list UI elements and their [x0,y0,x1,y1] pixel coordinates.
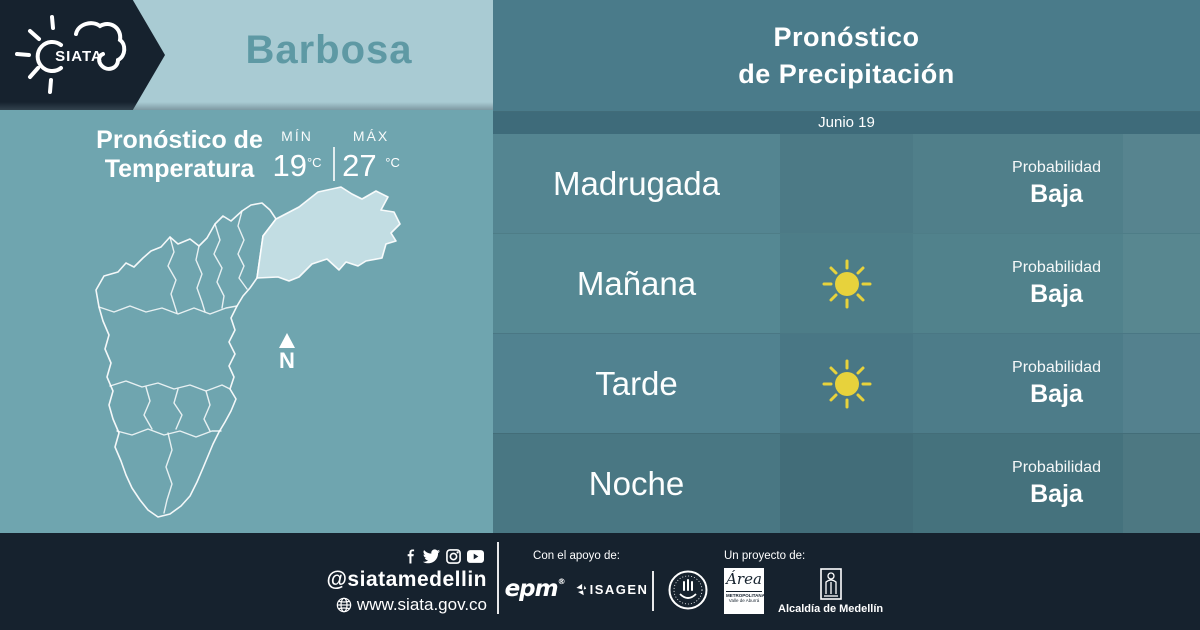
instagram-icon[interactable] [446,549,461,564]
sun-icon [822,359,871,408]
footer-social-block: @siatamedellin www.siata.gov.co [0,533,487,630]
moon-icon [833,165,852,202]
banner-shadow [0,102,493,111]
precipitation-title-line2: de Precipitación [738,58,955,89]
sun-arc [35,40,63,73]
alcaldia-logo: Alcaldía de Medellín [778,568,883,615]
forecast-row-tarde: Tarde Probabilidad Baja [493,333,1200,433]
probability-label: Probabilidad [1012,158,1101,176]
sun-icon [822,259,871,308]
isagen-logo: ISAGEN [574,582,649,597]
precipitation-panel: Pronóstico de Precipitación Junio 19 Mad… [493,0,1200,533]
min-value: 19 [272,148,307,183]
social-handle[interactable]: @siatamedellin [326,568,487,591]
probability-value: Baja [1030,179,1083,208]
alcaldia-label: Alcaldía de Medellín [778,603,884,615]
footer: @siatamedellin www.siata.gov.co Con el a… [0,533,1200,630]
probability-label: Probabilidad [1012,258,1101,276]
epm-logo: epm® [504,576,566,602]
isagen-glyph-icon [576,583,586,595]
municipality-banner: Barbosa SIATA [0,0,493,111]
support-label: Con el apoyo de: [533,550,620,562]
area-metropolitana-logo: Área METROPOLITANA Valle de Aburrá [724,568,765,614]
globe-icon [336,597,352,613]
min-label: MÍN [281,128,313,144]
forecast-row-noche: Noche Probabilidad Baja [493,433,1200,533]
university-seal-icon [668,570,708,610]
period-label: Mañana [576,264,697,302]
university-seal [668,570,708,615]
probability-value: Baja [1030,279,1083,308]
footer-project-block: Un proyecto de: Área METROPOLITANA Valle… [724,533,883,615]
period-label: Tarde [595,364,678,402]
footer-support-block: Con el apoyo de: epm® ISAGEN [504,533,649,602]
probability-value: Baja [1030,379,1083,408]
period-label: Madrugada [553,164,720,202]
temperature-max: MÁX 27 °C [340,128,402,184]
forecast-row-madrugada: Madrugada Probabilidad Baja [493,134,1200,233]
youtube-icon[interactable] [467,550,484,563]
moon-icon [833,465,852,502]
temperature-min: MÍN 19°C [268,128,326,184]
municipality-title: Barbosa [245,28,413,72]
twitter-icon[interactable] [423,549,440,564]
forecast-rows: Madrugada Probabilidad Baja Mañana [493,134,1200,533]
min-unit: °C [306,155,322,170]
probability-value: Baja [1030,479,1083,508]
footer-divider-2 [652,571,654,611]
forecast-row-manana: Mañana Probabilidad Baja [493,233,1200,333]
siata-logo: SIATA [15,15,127,94]
footer-divider-1 [497,542,499,614]
project-label: Un proyecto de: [724,550,806,562]
cloud-outline [74,21,127,71]
temperature-title: Pronóstico de Temperatura [96,126,263,183]
precipitation-header: Pronóstico de Precipitación [493,0,1200,112]
probability-label: Probabilidad [1012,458,1101,476]
website-link[interactable]: www.siata.gov.co [356,595,487,614]
siata-logo-text: SIATA [55,48,103,65]
forecast-date: Junio 19 [493,112,1200,134]
max-label: MÁX [352,128,390,144]
period-label: Noche [588,464,685,502]
probability-label: Probabilidad [1012,358,1101,376]
precipitation-title-line1: Pronóstico [773,22,920,53]
social-icons [0,549,484,564]
min-max-divider [333,147,335,181]
max-unit: °C [385,155,400,170]
facebook-icon[interactable] [403,549,417,564]
max-value: 27 [342,148,377,183]
alcaldia-emblem-icon [819,568,842,600]
siata-logo-chevron: SIATA [0,0,165,110]
